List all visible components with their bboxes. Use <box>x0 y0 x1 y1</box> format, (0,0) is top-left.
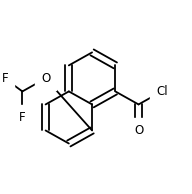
Text: O: O <box>134 124 143 137</box>
Text: F: F <box>19 111 26 124</box>
Text: F: F <box>1 72 8 85</box>
Text: O: O <box>41 72 50 85</box>
Text: Cl: Cl <box>156 85 168 98</box>
